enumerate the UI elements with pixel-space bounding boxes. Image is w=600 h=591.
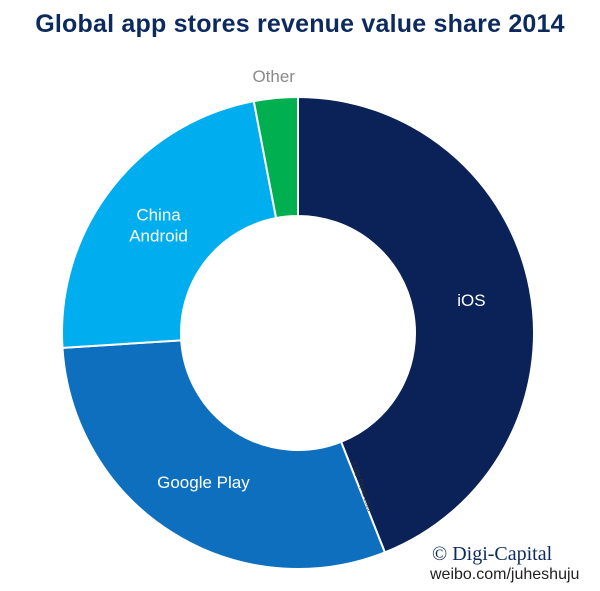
label-china-android: China Android	[129, 205, 188, 245]
label-other: Other	[252, 67, 295, 86]
labels-group: iOS Google Play China Android Other	[129, 67, 485, 492]
slice-ios	[297, 95, 535, 554]
slice-other	[252, 95, 299, 220]
slice-google-play	[61, 339, 387, 570]
watermark-brand: © Digi-Capital	[432, 543, 553, 565]
slices-group	[61, 95, 535, 570]
slice-china-android	[61, 100, 278, 349]
chart-title: Global app stores revenue value share 20…	[35, 10, 565, 38]
label-ios: iOS	[457, 291, 485, 310]
label-google-play: Google Play	[157, 473, 250, 492]
watermark-url: weibo.com/juheshuju	[430, 566, 580, 583]
